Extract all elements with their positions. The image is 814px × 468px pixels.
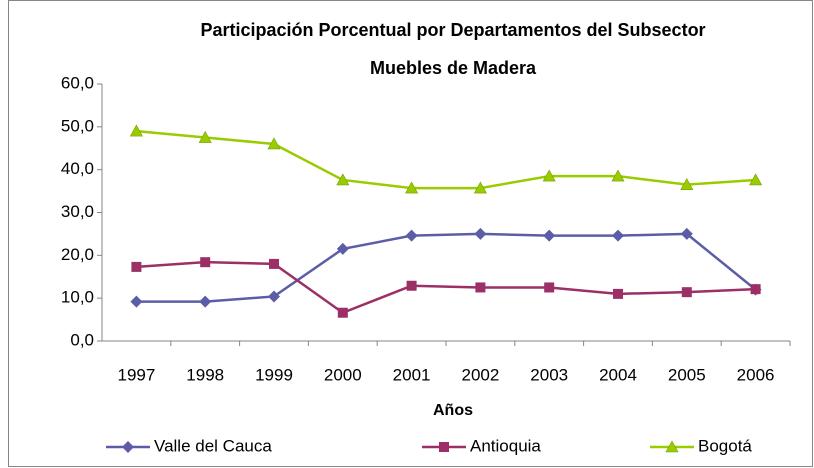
data-point: [131, 261, 142, 272]
y-tick-label: 50,0: [61, 116, 94, 135]
data-point: [405, 181, 419, 194]
data-point: [269, 258, 279, 269]
x-tick-label: 2005: [668, 365, 706, 384]
data-point: [198, 130, 212, 143]
data-point: [543, 229, 556, 242]
data-point: [611, 169, 625, 182]
series-line: [136, 260, 756, 315]
x-tick-label: 2004: [599, 365, 637, 384]
x-tick-label: 2006: [737, 365, 775, 384]
legend-marker: [122, 441, 134, 453]
data-point: [337, 307, 348, 318]
data-point: [473, 181, 487, 194]
data-point: [475, 282, 486, 293]
chart-title: Participación Porcentual por Departament…: [200, 20, 705, 40]
data-point: [681, 287, 692, 298]
x-tick-label: 2002: [461, 365, 499, 384]
x-tick-label: 2000: [324, 365, 362, 384]
chart-title: Muebles de Madera: [370, 58, 537, 78]
legend-label: Valle del Cauca: [154, 436, 272, 455]
x-tick-label: 2001: [393, 365, 431, 384]
y-tick-label: 40,0: [61, 159, 94, 178]
data-point: [336, 242, 349, 255]
series-line: [136, 129, 756, 190]
series-line: [136, 232, 757, 303]
data-point: [267, 137, 281, 150]
data-point: [130, 295, 143, 308]
data-point: [406, 280, 417, 291]
data-point: [336, 173, 350, 186]
legend-label: Antioquia: [470, 436, 541, 455]
x-tick-label: 1998: [186, 365, 224, 384]
data-point: [749, 173, 763, 186]
data-point: [750, 284, 761, 295]
data-point: [199, 295, 212, 308]
data-point: [542, 169, 556, 182]
data-point: [612, 229, 624, 242]
data-point: [544, 282, 555, 293]
y-tick-label: 60,0: [61, 73, 94, 92]
data-point: [680, 227, 693, 240]
y-tick-label: 20,0: [61, 245, 94, 264]
x-tick-label: 2003: [530, 365, 568, 384]
x-tick-label: 1999: [255, 365, 293, 384]
x-axis-title: Años: [433, 402, 473, 419]
data-point: [405, 229, 418, 242]
y-tick-label: 30,0: [61, 202, 94, 221]
legend-marker: [665, 440, 679, 453]
y-tick-label: 0,0: [70, 330, 94, 349]
data-point: [268, 290, 280, 303]
data-point: [680, 178, 694, 190]
data-point: [200, 257, 211, 268]
data-point: [474, 227, 487, 240]
legend-marker: [439, 442, 449, 452]
x-tick-label: 1997: [117, 365, 155, 384]
legend-label: Bogotá: [698, 436, 752, 455]
data-point: [129, 124, 143, 137]
data-point: [613, 288, 623, 299]
y-tick-label: 10,0: [61, 288, 94, 307]
